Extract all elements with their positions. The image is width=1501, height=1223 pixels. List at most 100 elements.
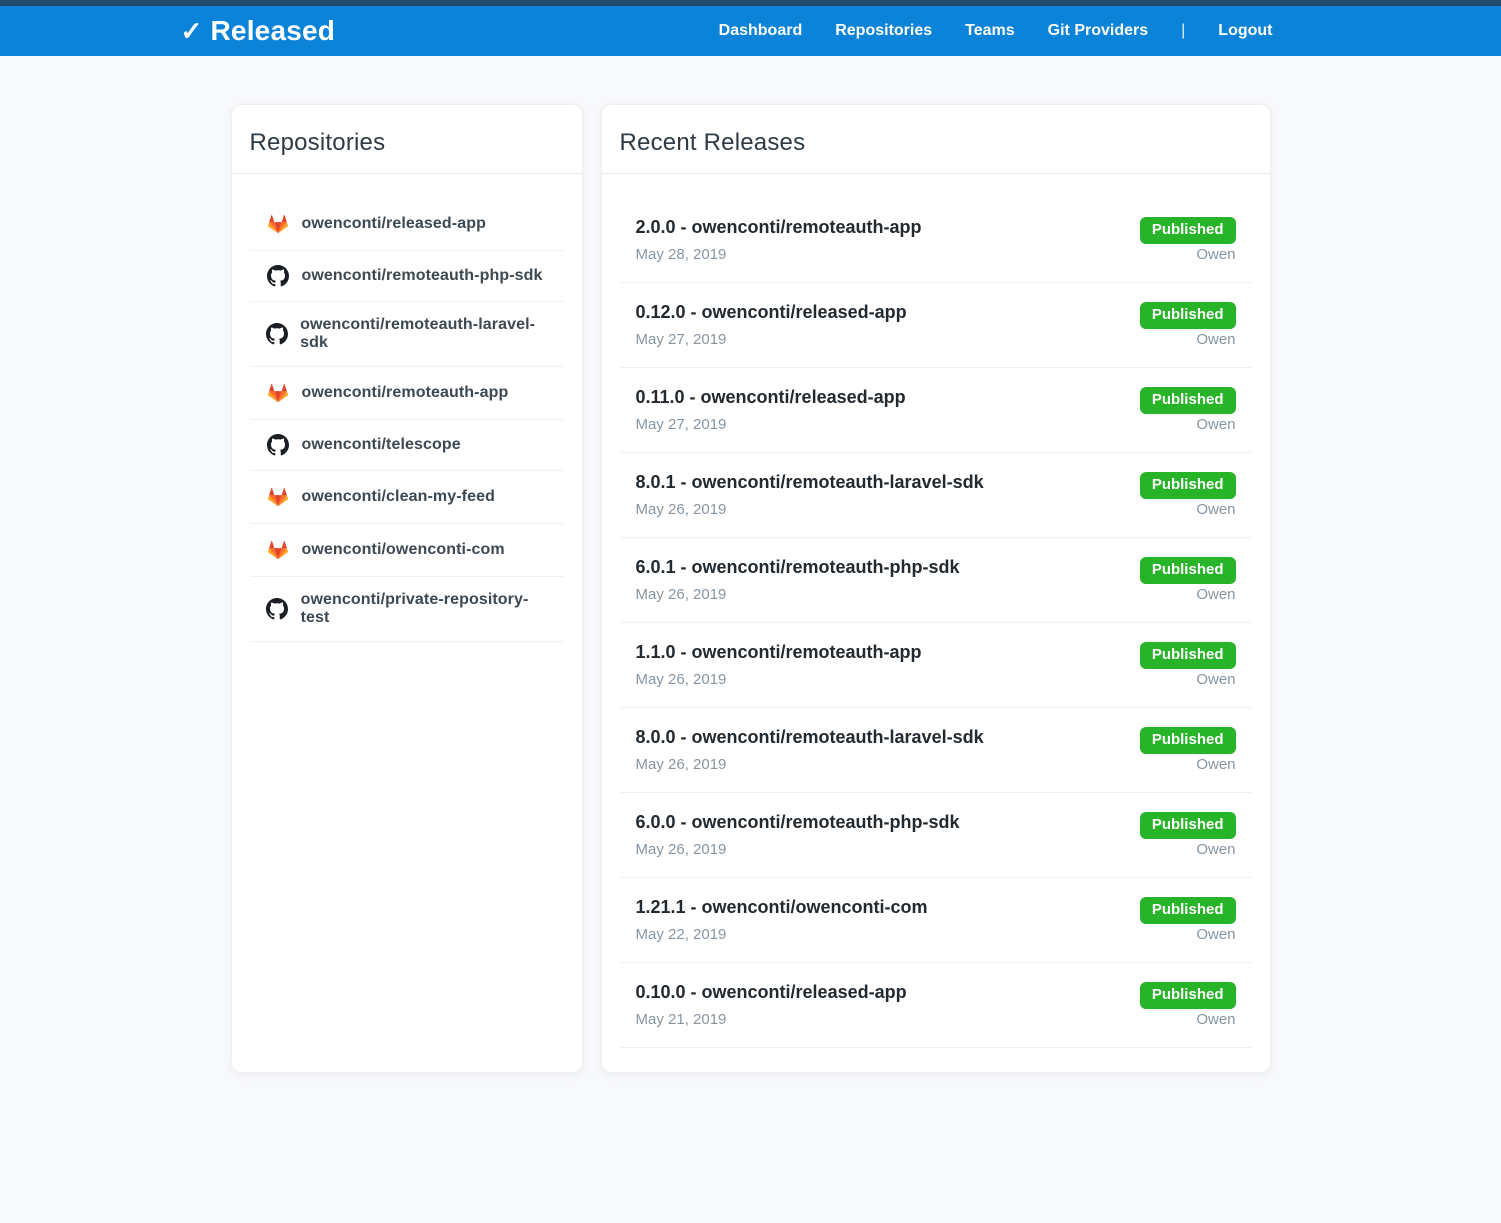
release-meta: Published Owen [1139, 812, 1236, 858]
release-meta: Published Owen [1139, 472, 1236, 518]
gitlab-icon [266, 538, 290, 562]
release-title[interactable]: 0.11.0 - owenconti/released-app [635, 387, 906, 407]
nav-link-teams[interactable]: Teams [965, 22, 1015, 39]
release-date: May 22, 2019 [635, 926, 727, 943]
release-meta: Published Owen [1139, 387, 1236, 433]
release-title[interactable]: 8.0.0 - owenconti/remoteauth-laravel-sdk [635, 727, 984, 747]
release-meta: Published Owen [1139, 217, 1236, 263]
gitlab-icon [266, 212, 290, 236]
release-list-item[interactable]: 6.0.0 - owenconti/remoteauth-php-sdk May… [619, 793, 1252, 878]
status-badge: Published [1139, 812, 1236, 839]
release-info: 2.0.0 - owenconti/remoteauth-app May 28,… [636, 217, 922, 263]
release-meta: Published Owen [1139, 982, 1236, 1028]
status-badge: Published [1139, 557, 1236, 584]
release-author: Owen [1196, 671, 1236, 688]
brand-logo[interactable]: ✓ Released [181, 15, 336, 47]
repositories-title: Repositories [249, 129, 386, 156]
release-meta: Published Owen [1139, 557, 1236, 603]
release-info: 1.21.1 - owenconti/owenconti-com May 22,… [636, 897, 928, 943]
repo-name: owenconti/released-app [301, 215, 486, 232]
release-title[interactable]: 8.0.1 - owenconti/remoteauth-laravel-sdk [635, 472, 984, 492]
release-author: Owen [1196, 246, 1236, 263]
release-date: May 26, 2019 [635, 501, 727, 518]
repositories-card-header: Repositories [231, 105, 582, 174]
repo-list-item[interactable]: owenconti/private-repository-test [249, 577, 564, 642]
nav-link-git-providers[interactable]: Git Providers [1047, 22, 1149, 39]
release-title[interactable]: 2.0.0 - owenconti/remoteauth-app [635, 217, 922, 237]
release-date: May 26, 2019 [635, 756, 727, 773]
release-date: May 26, 2019 [635, 671, 727, 688]
repo-list: owenconti/released-app owenconti/remotea… [232, 174, 582, 666]
repo-name: owenconti/remoteauth-php-sdk [301, 267, 543, 284]
repo-list-item[interactable]: owenconti/released-app [249, 198, 564, 251]
release-date: May 28, 2019 [635, 246, 727, 263]
release-title[interactable]: 6.0.1 - owenconti/remoteauth-php-sdk [635, 557, 960, 577]
recent-releases-card: Recent Releases 2.0.0 - owenconti/remote… [600, 104, 1271, 1073]
release-meta: Published Owen [1139, 897, 1236, 943]
github-icon [266, 434, 290, 456]
nav-separator: | [1181, 22, 1186, 39]
status-badge: Published [1139, 897, 1236, 924]
status-badge: Published [1139, 217, 1236, 244]
release-info: 1.1.0 - owenconti/remoteauth-app May 26,… [636, 642, 922, 688]
release-meta: Published Owen [1139, 302, 1236, 348]
release-title[interactable]: 6.0.0 - owenconti/remoteauth-php-sdk [635, 812, 960, 832]
repo-name: owenconti/owenconti-com [301, 541, 505, 558]
repositories-card: Repositories owenconti/released-app [230, 104, 583, 1073]
brand-text: Released [210, 15, 336, 46]
release-list-item[interactable]: 1.21.1 - owenconti/owenconti-com May 22,… [619, 878, 1252, 963]
repo-list-item[interactable]: owenconti/owenconti-com [249, 524, 564, 577]
release-title[interactable]: 0.10.0 - owenconti/released-app [635, 982, 907, 1002]
release-list-item[interactable]: 6.0.1 - owenconti/remoteauth-php-sdk May… [619, 538, 1252, 623]
status-badge: Published [1139, 387, 1236, 414]
release-list-item[interactable]: 0.11.0 - owenconti/released-app May 27, … [619, 368, 1252, 453]
release-title[interactable]: 0.12.0 - owenconti/released-app [635, 302, 907, 322]
nav-link-repositories[interactable]: Repositories [835, 22, 933, 39]
release-title[interactable]: 1.1.0 - owenconti/remoteauth-app [635, 642, 922, 662]
release-date: May 26, 2019 [635, 586, 727, 603]
release-author: Owen [1196, 416, 1236, 433]
release-info: 6.0.0 - owenconti/remoteauth-php-sdk May… [636, 812, 960, 858]
repo-list-item[interactable]: owenconti/remoteauth-app [249, 367, 564, 420]
recent-releases-title: Recent Releases [619, 129, 806, 156]
status-badge: Published [1139, 302, 1236, 329]
release-author: Owen [1196, 926, 1236, 943]
release-meta: Published Owen [1139, 727, 1236, 773]
release-info: 0.11.0 - owenconti/released-app May 27, … [636, 387, 906, 433]
release-list-item[interactable]: 0.12.0 - owenconti/released-app May 27, … [619, 283, 1252, 368]
status-badge: Published [1139, 727, 1236, 754]
release-author: Owen [1196, 756, 1236, 773]
repo-list-item[interactable]: owenconti/remoteauth-laravel-sdk [249, 302, 564, 367]
gitlab-icon [266, 485, 290, 509]
status-badge: Published [1139, 472, 1236, 499]
release-list: 2.0.0 - owenconti/remoteauth-app May 28,… [602, 174, 1270, 1072]
release-meta: Published Owen [1139, 642, 1236, 688]
github-icon [266, 265, 290, 287]
status-badge: Published [1139, 982, 1236, 1009]
repo-list-item[interactable]: owenconti/clean-my-feed [249, 471, 564, 524]
release-info: 0.12.0 - owenconti/released-app May 27, … [636, 302, 907, 348]
release-list-item[interactable]: 8.0.0 - owenconti/remoteauth-laravel-sdk… [619, 708, 1252, 793]
release-date: May 26, 2019 [635, 841, 727, 858]
release-title[interactable]: 1.21.1 - owenconti/owenconti-com [635, 897, 928, 917]
repo-list-item[interactable]: owenconti/remoteauth-php-sdk [249, 251, 564, 302]
check-icon: ✓ [180, 15, 203, 46]
status-badge: Published [1139, 642, 1236, 669]
release-list-item[interactable]: 0.10.0 - owenconti/released-app May 21, … [619, 963, 1252, 1048]
release-list-item[interactable]: 2.0.0 - owenconti/remoteauth-app May 28,… [619, 198, 1252, 283]
release-author: Owen [1196, 586, 1236, 603]
repo-name: owenconti/telescope [301, 436, 461, 453]
navbar-inner: ✓ Released Dashboard Repositories Teams … [181, 15, 1321, 47]
gitlab-icon [266, 381, 290, 405]
navbar: ✓ Released Dashboard Repositories Teams … [0, 0, 1501, 56]
nav-link-dashboard[interactable]: Dashboard [718, 22, 803, 39]
release-author: Owen [1196, 501, 1236, 518]
nav-link-logout[interactable]: Logout [1218, 22, 1273, 39]
release-date: May 27, 2019 [635, 416, 727, 433]
release-list-item[interactable]: 8.0.1 - owenconti/remoteauth-laravel-sdk… [619, 453, 1252, 538]
release-author: Owen [1196, 841, 1236, 858]
repo-name: owenconti/private-repository-test [300, 591, 529, 626]
repo-list-item[interactable]: owenconti/telescope [249, 420, 564, 471]
release-list-item[interactable]: 1.1.0 - owenconti/remoteauth-app May 26,… [619, 623, 1252, 708]
main-content: Repositories owenconti/released-app [230, 104, 1271, 1073]
